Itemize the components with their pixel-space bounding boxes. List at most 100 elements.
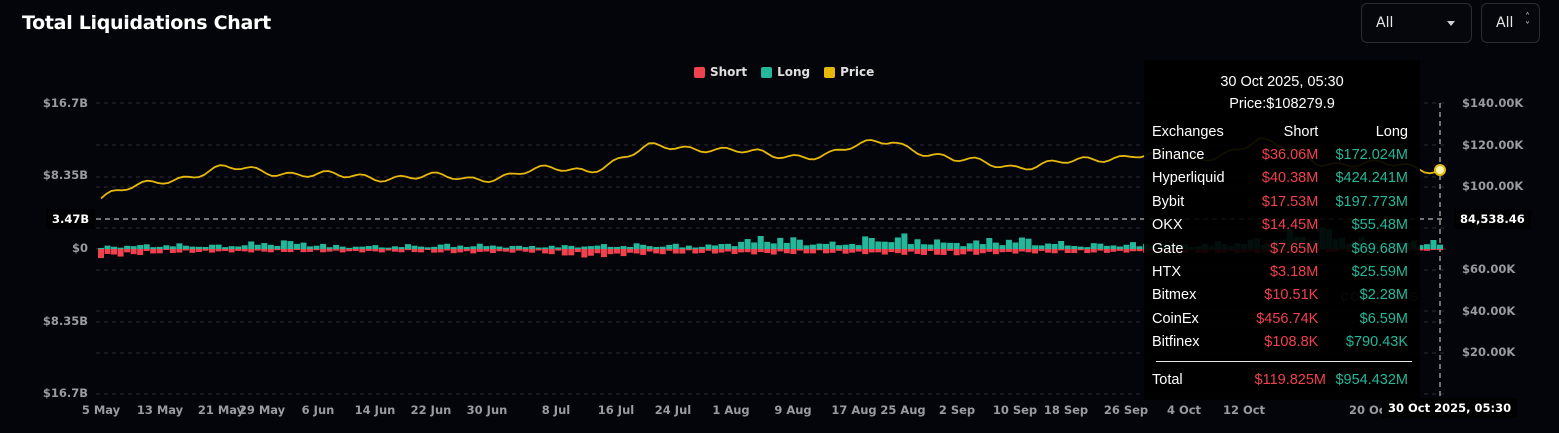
crosshair-right-value: 84,538.46	[1454, 209, 1531, 229]
exchange-name: CoinEx	[1152, 310, 1199, 327]
exchange-name: OKX	[1152, 217, 1183, 234]
chart-tooltip: 30 Oct 2025, 05:30 Price:$108279.9 Excha…	[1144, 60, 1420, 400]
exchange-name: Binance	[1152, 147, 1205, 164]
x-axis-tick: 21 May	[197, 403, 245, 417]
short-value: $14.45M	[1261, 217, 1319, 234]
right-axis-tick: $20.00K	[1462, 345, 1516, 359]
crosshair-left-value: 3.47B	[46, 209, 96, 229]
tooltip-col-exchange: Exchanges	[1152, 123, 1224, 140]
exchange-name: HTX	[1152, 264, 1181, 281]
x-axis-tick: 24 Jul	[654, 403, 692, 417]
long-value: $172.024M	[1335, 147, 1408, 164]
page-title: Total Liquidations Chart	[22, 12, 271, 34]
price-swatch-icon	[824, 66, 836, 78]
right-axis-tick: $140.00K	[1462, 96, 1524, 110]
exchange-name: Gate	[1152, 240, 1184, 257]
tooltip-price: Price:$108279.9	[1229, 96, 1335, 112]
exchange-select[interactable]: All ˄ ˅	[1481, 3, 1540, 43]
legend-label-short: Short	[710, 65, 748, 79]
x-axis-tick: 17 Aug	[831, 403, 877, 417]
tooltip-row: Binance $36.06M $172.024M	[1152, 143, 1408, 166]
x-axis-tick: 13 May	[136, 403, 184, 417]
up-down-chevron-icon: ˄ ˅	[1525, 12, 1530, 32]
right-axis-tick: $120.00K	[1462, 138, 1524, 152]
exchange-name: Bitmex	[1152, 287, 1197, 304]
left-axis-tick: $8.35B	[42, 314, 88, 328]
chart-legend: Short Long Price	[694, 65, 874, 79]
x-axis-tick: 18 Sep	[1043, 403, 1089, 417]
x-axis-tick: 10 Sep	[992, 403, 1038, 417]
long-value: $790.43K	[1345, 334, 1408, 351]
left-axis-tick: $0	[71, 241, 88, 255]
left-axis-tick: $16.7B	[42, 96, 88, 110]
tooltip-row: Bitfinex $108.8K $790.43K	[1152, 331, 1408, 354]
exchange-name: Bybit	[1152, 193, 1185, 210]
legend-item-price[interactable]: Price	[824, 65, 874, 79]
right-axis-tick: $40.00K	[1462, 304, 1516, 318]
exchange-select-value: All	[1496, 15, 1514, 31]
long-value: $197.773M	[1335, 193, 1408, 210]
short-value: $108.8K	[1264, 334, 1319, 351]
tooltip-row: Bitmex $10.51K $2.28M	[1152, 284, 1408, 307]
range-select-value: All	[1376, 15, 1394, 31]
x-axis-tick: 1 Aug	[712, 403, 750, 417]
legend-label-long: Long	[777, 65, 811, 79]
tooltip-row: HTX $3.18M $25.59M	[1152, 260, 1408, 283]
price-hover-dot	[1434, 164, 1446, 176]
total-short-value: $119.825M	[1254, 372, 1326, 388]
x-axis-tick: 4 Oct	[1166, 403, 1202, 417]
long-value: $6.59M	[1359, 310, 1408, 327]
tooltip-total-row: Total $119.825M $954.432M	[1152, 372, 1408, 388]
x-axis-tick: 29 May	[238, 403, 286, 417]
short-value: $456.74K	[1256, 310, 1319, 327]
legend-item-short[interactable]: Short	[694, 65, 747, 79]
x-axis-tick: 20 Oct	[1348, 403, 1392, 417]
tooltip-divider	[1156, 361, 1412, 362]
long-value: $69.68M	[1351, 240, 1408, 257]
x-axis-tick: 9 Aug	[774, 403, 812, 417]
tooltip-row: OKX $14.45M $55.48M	[1152, 214, 1408, 237]
short-value: $17.53M	[1261, 193, 1319, 210]
x-axis-tick: 26 Sep	[1103, 403, 1149, 417]
total-label: Total	[1152, 372, 1183, 388]
short-value: $10.51K	[1264, 287, 1319, 304]
tooltip-header-row: Exchanges Short Long	[1152, 120, 1408, 143]
grid-lines	[96, 102, 1446, 395]
exchange-name: Hyperliquid	[1152, 170, 1225, 187]
right-axis-tick: $60.00K	[1462, 262, 1516, 276]
range-select[interactable]: All	[1361, 3, 1472, 43]
x-axis-tick: 25 Aug	[880, 403, 926, 417]
x-axis-tick: 2 Sep	[938, 403, 976, 417]
exchange-name: Bitfinex	[1152, 334, 1200, 351]
tooltip-col-short: Short	[1283, 123, 1319, 140]
total-long-value: $954.432M	[1335, 372, 1408, 388]
long-swatch-icon	[761, 66, 773, 78]
tooltip-row: Bybit $17.53M $197.773M	[1152, 190, 1408, 213]
short-swatch-icon	[694, 66, 705, 78]
long-value: $424.241M	[1335, 170, 1408, 187]
chevron-down-icon	[1447, 21, 1455, 26]
x-axis-tick: 5 May	[81, 403, 121, 417]
left-axis-tick: $8.35B	[42, 168, 88, 182]
tooltip-row: Hyperliquid $40.38M $424.241M	[1152, 167, 1408, 190]
x-axis-tick: 14 Jun	[354, 403, 396, 417]
crosshair-x-value: 30 Oct 2025, 05:30	[1382, 398, 1518, 418]
x-axis-tick: 30 Jun	[466, 403, 508, 417]
tooltip-row: CoinEx $456.74K $6.59M	[1152, 307, 1408, 330]
legend-label-price: Price	[840, 65, 875, 79]
short-value: $36.06M	[1261, 147, 1319, 164]
short-value: $7.65M	[1269, 240, 1319, 257]
x-axis-tick: 16 Jul	[597, 403, 635, 417]
x-axis-tick: 12 Oct	[1222, 403, 1266, 417]
short-value: $3.18M	[1269, 264, 1319, 281]
tooltip-col-long: Long	[1375, 123, 1408, 140]
tooltip-date: 30 Oct 2025, 05:30	[1220, 74, 1344, 90]
long-value: $55.48M	[1351, 217, 1408, 234]
legend-item-long[interactable]: Long	[761, 65, 810, 79]
short-value: $40.38M	[1261, 170, 1319, 187]
tooltip-table: Exchanges Short Long Binance $36.06M $172.…	[1152, 120, 1408, 354]
long-value: $25.59M	[1351, 264, 1408, 281]
x-axis-tick: 8 Jul	[541, 403, 571, 417]
tooltip-row: Gate $7.65M $69.68M	[1152, 237, 1408, 260]
right-axis-tick: $100.00K	[1462, 179, 1524, 193]
